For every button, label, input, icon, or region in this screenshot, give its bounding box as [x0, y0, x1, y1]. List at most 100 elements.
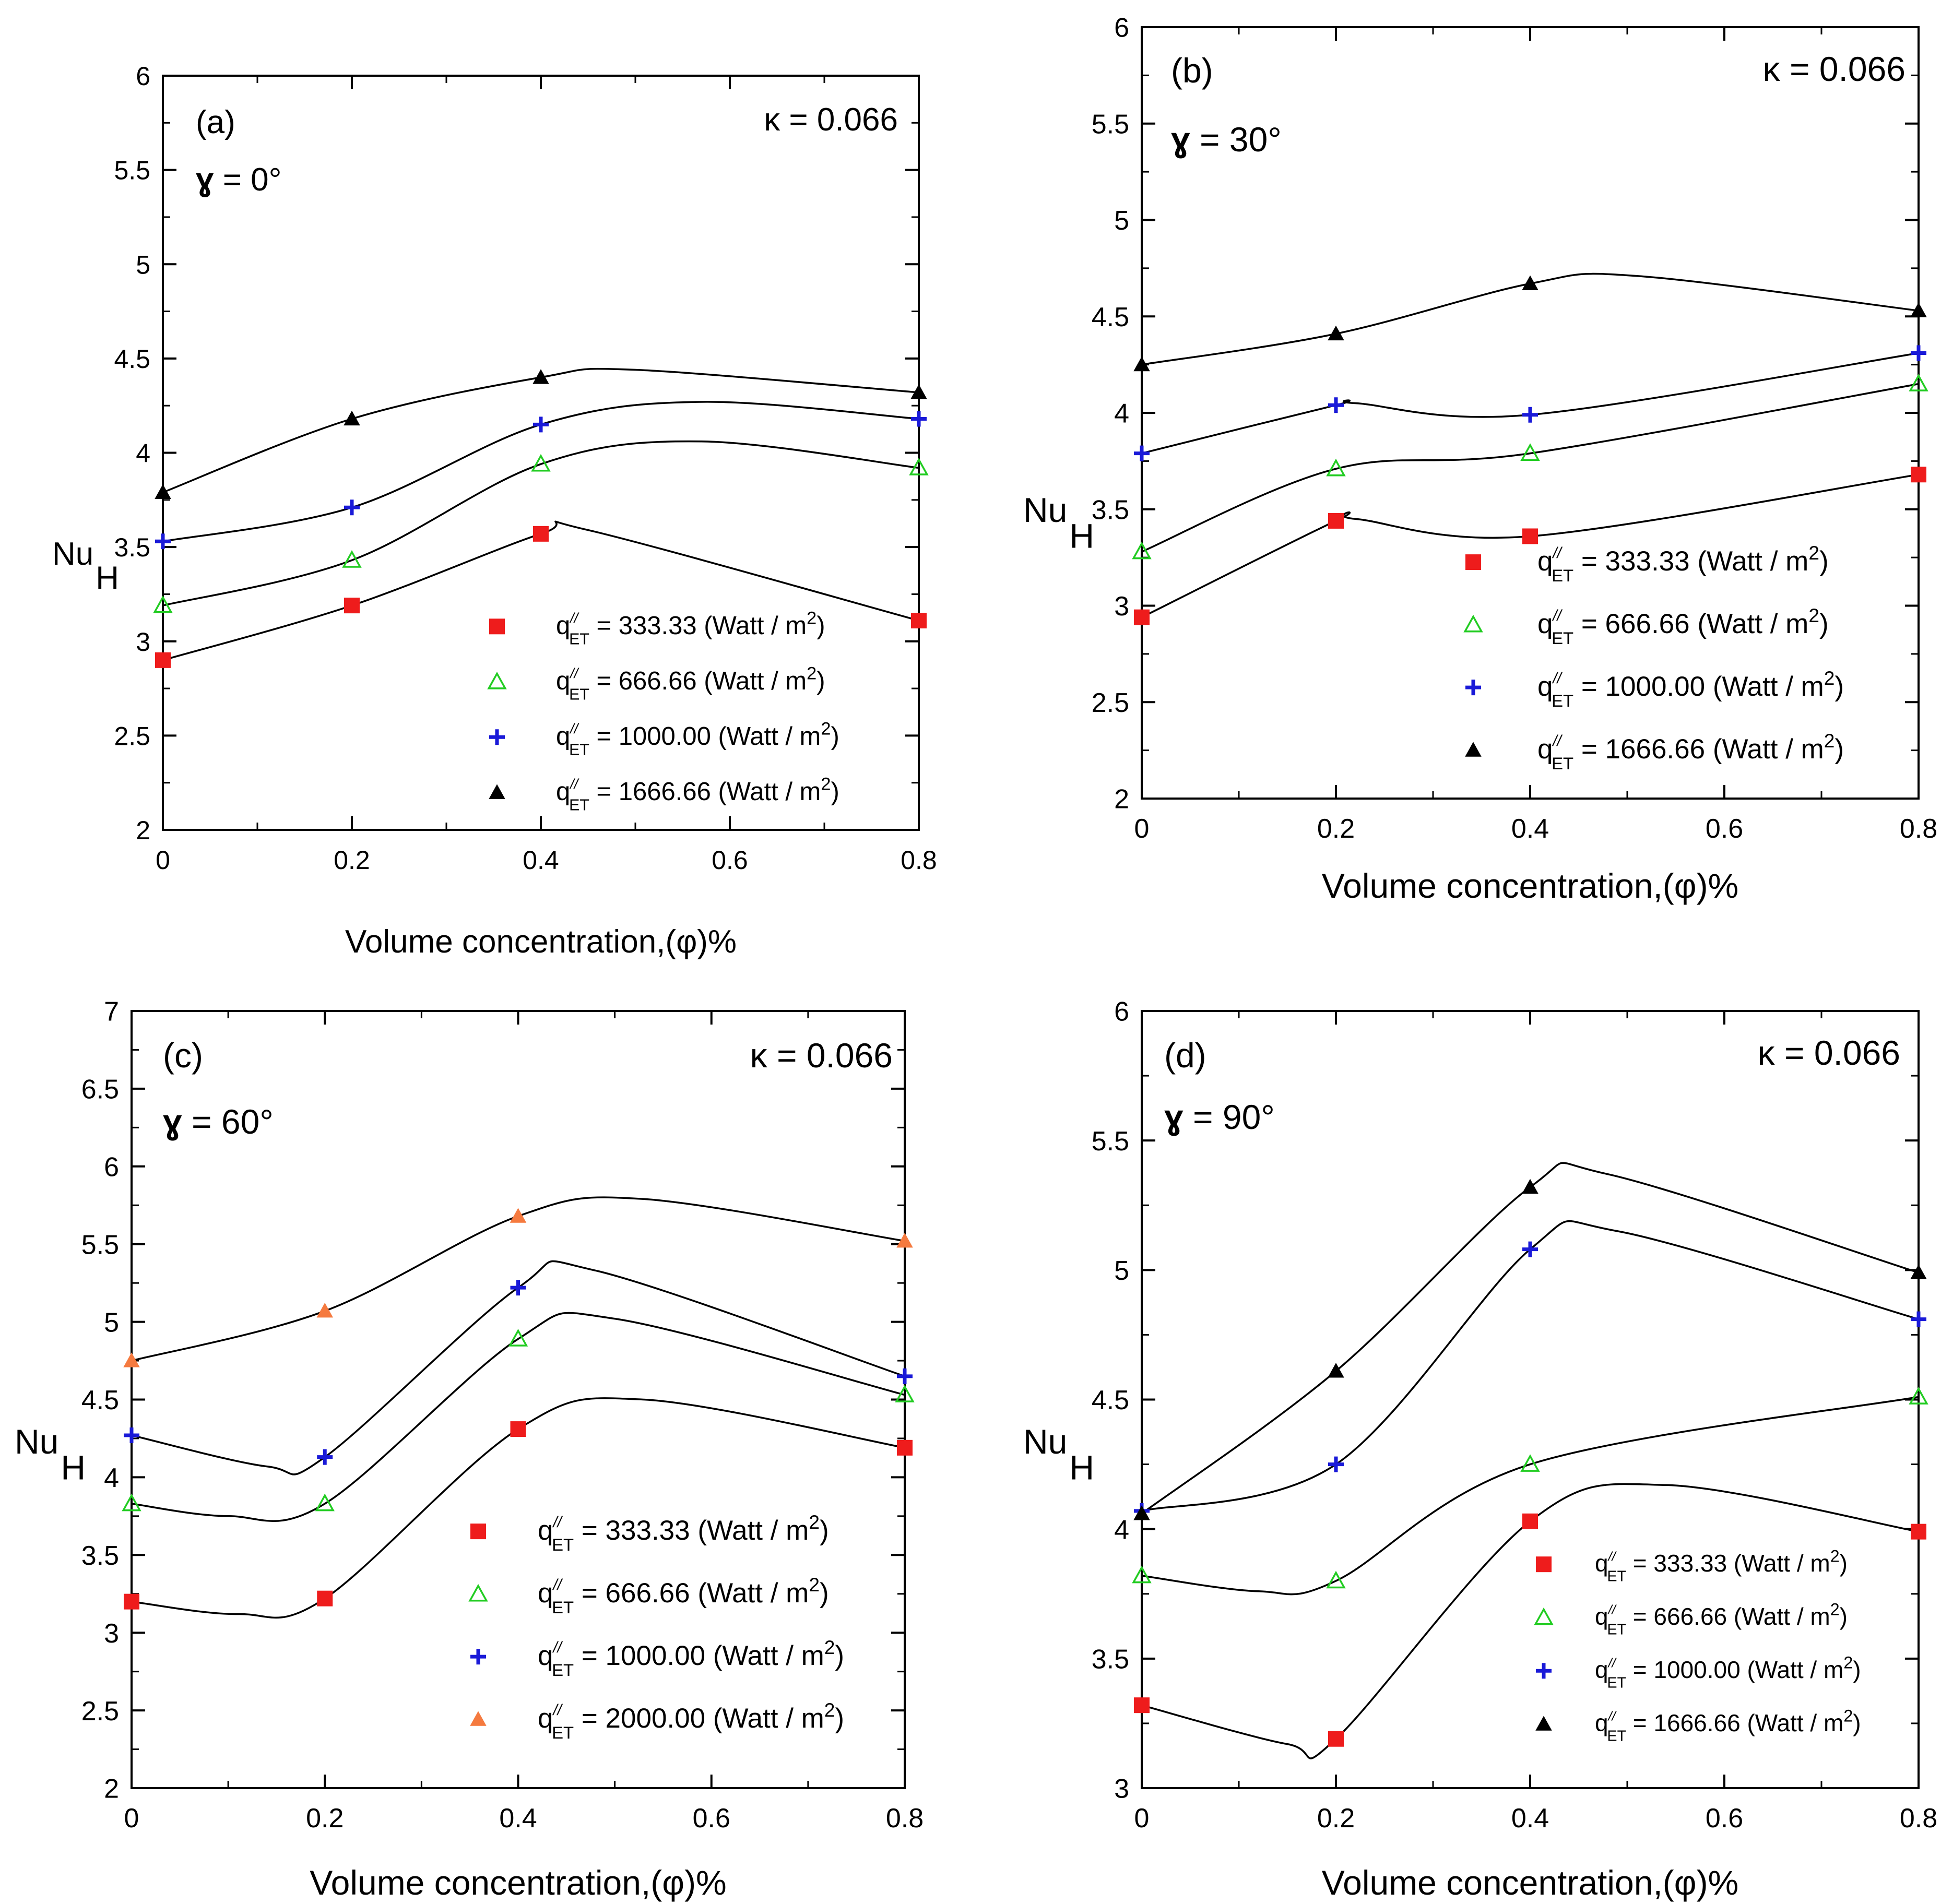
data-point-series-3 [1522, 407, 1538, 423]
legend-superscript: 2 [1843, 1653, 1853, 1672]
legend-entry-2: q// ET = 666.66 (Watt / m2) [1537, 604, 1829, 648]
y-axis-label-sub: H [1069, 517, 1094, 555]
data-point-series-1 [1134, 1697, 1150, 1713]
legend-label: = 333.33 (Watt / m [589, 612, 807, 640]
y-tick-label: 2 [104, 1774, 119, 1804]
legend-q: q [1595, 1709, 1608, 1736]
data-point-series-2 [153, 595, 173, 613]
data-point-series-4 [1328, 1363, 1344, 1378]
legend-q: q [538, 1703, 553, 1734]
y-tick-label: 2 [1114, 784, 1129, 815]
legend-label: = 333.33 (Watt / m [1626, 1550, 1830, 1577]
legend-q: q [1537, 734, 1553, 765]
legend-subscript: ET [1607, 1621, 1626, 1638]
legend-entry-2: q// ET = 666.66 (Watt / m2) [538, 1574, 829, 1617]
data-point-series-1 [317, 1590, 333, 1606]
data-point-series-3 [317, 1449, 333, 1465]
legend-entry-4: q// ET = 2000.00 (Watt / m2) [538, 1699, 844, 1742]
x-tick-label: 0 [1134, 1803, 1150, 1834]
gamma-value: = 30° [1190, 120, 1282, 159]
y-tick-label: 3.5 [81, 1541, 119, 1571]
legend-label: = 1000.00 (Watt / m [1573, 671, 1824, 702]
legend-superscript: 2 [1843, 1707, 1853, 1725]
legend-double-prime: // [1552, 670, 1563, 687]
legend-subscript: ET [569, 630, 589, 648]
data-point-series-3 [911, 411, 927, 427]
gamma-symbol: ɣ [1171, 120, 1190, 159]
y-tick-label: 5 [104, 1307, 119, 1338]
y-axis-label-main: Nu [52, 536, 93, 572]
legend-subscript: ET [552, 1598, 574, 1617]
legend-close-paren: ) [1853, 1656, 1861, 1683]
legend-entry-1: q// ET = 333.33 (Watt / m2) [1595, 1547, 1848, 1585]
chart-panel-c: 0 0.2 0.4 0.6 0.8 2 2.5 3 3.5 4 4.5 5 5.5 6 6.5 7 Volume… [15, 997, 924, 1902]
legend-marker-3 [489, 729, 505, 745]
x-tick-label: 0.8 [1900, 1803, 1937, 1834]
fit-curve-series-3 [1141, 352, 1919, 455]
legend-label: = 2000.00 (Watt / m [574, 1703, 824, 1734]
legend-entry-4: q// ET = 1666.66 (Watt / m2) [1595, 1707, 1861, 1745]
y-tick-label: 3.5 [114, 533, 150, 562]
legend-close-paren: ) [835, 1703, 844, 1734]
legend-label: = 666.66 (Watt / m [589, 667, 807, 695]
legend-superscript: 2 [821, 719, 831, 739]
legend-double-prime: // [1607, 1602, 1617, 1617]
legend-marker-4 [1535, 1716, 1552, 1731]
y-tick-label: 5 [1114, 1256, 1129, 1286]
data-point-series-1 [1522, 1513, 1538, 1529]
legend-close-paren: ) [1840, 1550, 1848, 1577]
y-tick-label: 6.5 [81, 1075, 119, 1105]
legend-label: = 1000.00 (Watt / m [1626, 1656, 1843, 1683]
data-point-series-1 [510, 1421, 526, 1437]
data-point-series-1 [1911, 1524, 1926, 1540]
x-tick-label: 0.6 [1706, 814, 1743, 844]
legend-marker-1 [489, 618, 505, 635]
chart-panel-b: 0 0.2 0.4 0.6 0.8 2 2.5 3 3.5 4 4.5 5 5.5 6 Volume con… [1023, 13, 1937, 905]
fit-curve-series-2 [1141, 1396, 1919, 1596]
gamma-annotation: ɣ = 60° [163, 1102, 274, 1141]
legend-double-prime: // [569, 721, 579, 736]
data-point-series-1 [1328, 513, 1344, 529]
data-point-series-2 [1132, 1565, 1152, 1584]
gamma-annotation: ɣ = 0° [196, 162, 281, 198]
legend-superscript: 2 [1808, 542, 1819, 564]
fit-curve-series-3 [131, 1260, 905, 1475]
legend-subscript: ET [569, 796, 589, 814]
x-tick-label: 0.6 [712, 846, 748, 875]
legend-subscript: ET [552, 1535, 574, 1554]
legend-subscript: ET [1607, 1674, 1626, 1691]
legend-marker-2 [487, 671, 507, 689]
data-point-series-1 [1522, 528, 1538, 544]
y-tick-label: 3 [136, 627, 150, 657]
data-point-series-4 [910, 384, 927, 399]
data-point-series-3 [1328, 1456, 1344, 1472]
y-tick-label: 3.5 [1092, 495, 1129, 525]
legend-superscript: 2 [809, 1574, 820, 1596]
gamma-symbol: ɣ [196, 162, 214, 198]
legend-close-paren: ) [831, 722, 839, 751]
y-tick-label: 2.5 [81, 1696, 119, 1727]
gamma-value: = 60° [182, 1102, 274, 1141]
y-tick-label: 4 [1114, 399, 1129, 429]
legend-q: q [1595, 1656, 1608, 1683]
legend-label: = 666.66 (Watt / m [1626, 1603, 1830, 1630]
y-tick-label: 2 [136, 816, 150, 845]
legend-close-paren: ) [816, 667, 825, 695]
y-axis-label-sub: H [61, 1448, 86, 1487]
y-tick-label: 3 [104, 1619, 119, 1649]
legend-close-paren: ) [1819, 546, 1829, 577]
fit-curve-series-1 [1141, 1483, 1919, 1759]
legend-marker-2 [468, 1584, 488, 1602]
data-point-series-2 [1520, 1454, 1540, 1472]
data-point-series-1 [897, 1439, 913, 1456]
kappa-annotation: κ = 0.066 [750, 1036, 893, 1075]
data-point-series-4 [1328, 325, 1344, 341]
legend-label: = 333.33 (Watt / m [574, 1515, 809, 1546]
legend-label: = 666.66 (Watt / m [1573, 609, 1808, 639]
data-point-series-2 [342, 550, 362, 568]
data-point-series-3 [124, 1427, 139, 1443]
y-tick-label: 5 [136, 250, 150, 279]
legend-label: = 1000.00 (Watt / m [574, 1640, 824, 1671]
legend-close-paren: ) [1819, 609, 1829, 639]
